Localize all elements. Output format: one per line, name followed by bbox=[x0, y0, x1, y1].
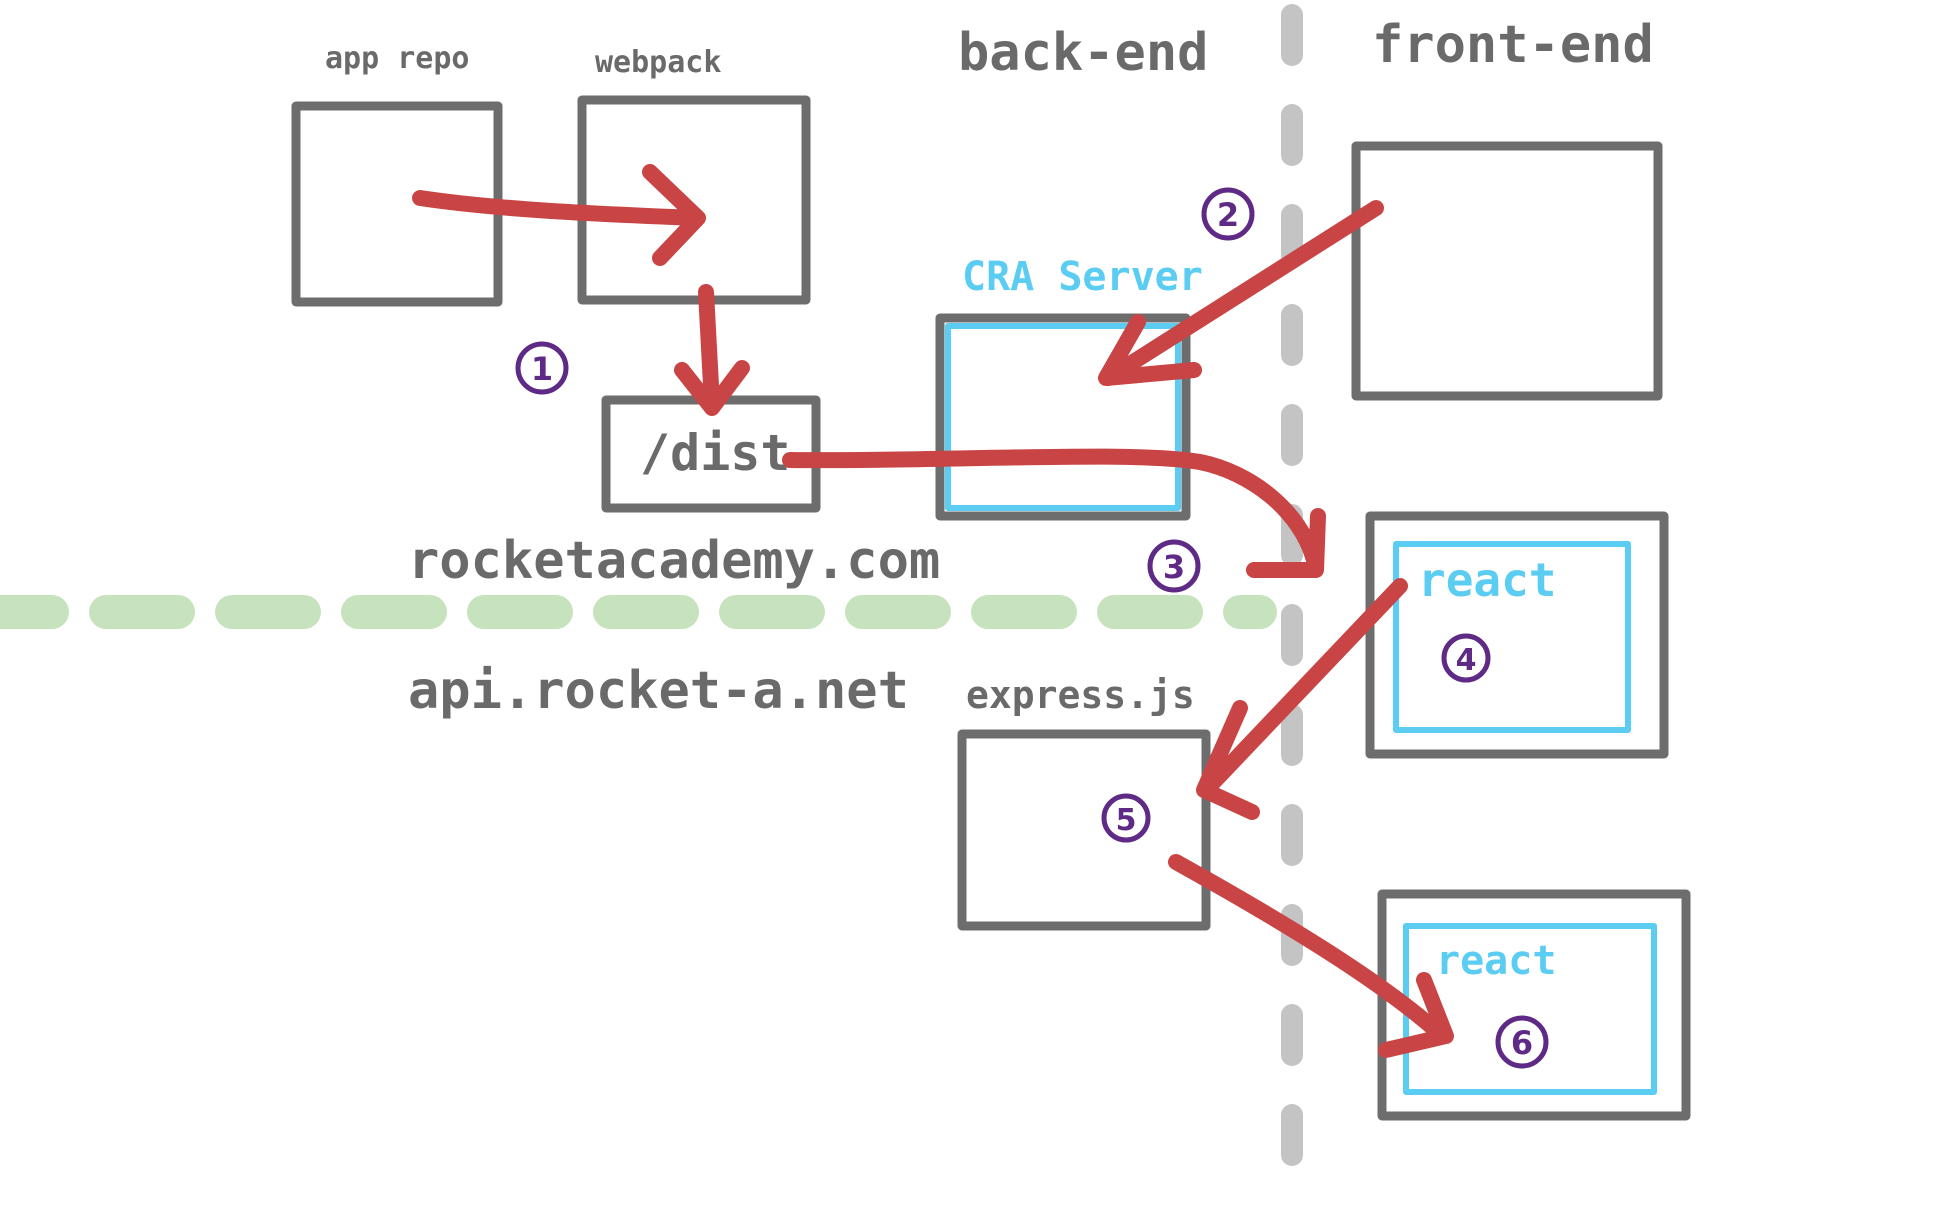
cra-server-label: CRA Server bbox=[962, 254, 1203, 300]
cra-server-box bbox=[945, 323, 1181, 511]
svg-text:4: 4 bbox=[1456, 643, 1477, 678]
svg-text:1: 1 bbox=[531, 350, 553, 388]
arrow-repo-to-webpack bbox=[412, 190, 704, 226]
react-box-1-outer bbox=[1365, 511, 1669, 759]
webpack-label: webpack bbox=[595, 45, 721, 80]
arrow-browser-to-cra bbox=[1100, 200, 1384, 386]
step-badge-2: 2 bbox=[1201, 187, 1255, 241]
arrow-browser-to-cra-head bbox=[1098, 314, 1202, 386]
svg-text:3: 3 bbox=[1163, 548, 1185, 586]
step-badge-3: 3 bbox=[1147, 539, 1201, 593]
rocketacademy-domain: rocketacademy.com bbox=[408, 531, 940, 591]
step-badge-6: 6 bbox=[1495, 1015, 1549, 1069]
express-box bbox=[957, 729, 1211, 931]
svg-text:5: 5 bbox=[1116, 803, 1137, 838]
back-end-label: back-end bbox=[958, 23, 1208, 83]
arrow-react-to-express bbox=[1198, 578, 1408, 798]
react-box-2-outer bbox=[1377, 889, 1691, 1121]
svg-text:6: 6 bbox=[1511, 1024, 1533, 1062]
webpack-box bbox=[577, 95, 811, 305]
arrow-webpack-to-dist-head bbox=[674, 360, 750, 416]
arrow-express-to-react2-head bbox=[1378, 972, 1454, 1058]
dist-label: /dist bbox=[640, 424, 791, 482]
browser-box bbox=[1351, 141, 1663, 401]
express-label: express.js bbox=[966, 673, 1195, 717]
step-badge-1: 1 bbox=[515, 341, 569, 395]
arrow-dist-to-react-head bbox=[1246, 508, 1326, 578]
step-badge-4: 4 bbox=[1441, 633, 1491, 683]
react-box-1 bbox=[1393, 541, 1631, 733]
arrow-repo-to-webpack-head bbox=[642, 164, 706, 266]
arrow-react-to-express-head bbox=[1196, 700, 1260, 820]
front-end-label: front-end bbox=[1372, 15, 1654, 75]
cra-server-box-outer bbox=[935, 313, 1191, 521]
arrow-dist-to-react bbox=[782, 448, 1322, 568]
app-repo-label: app repo bbox=[325, 41, 470, 76]
svg-text:2: 2 bbox=[1217, 196, 1239, 234]
arrow-express-to-react2 bbox=[1168, 854, 1448, 1042]
arrow-webpack-to-dist bbox=[698, 284, 720, 412]
react-label-1: react bbox=[1418, 553, 1556, 607]
react-label-2: react bbox=[1436, 938, 1556, 984]
step-badge-5: 5 bbox=[1101, 793, 1151, 843]
api-domain: api.rocket-a.net bbox=[408, 661, 909, 721]
